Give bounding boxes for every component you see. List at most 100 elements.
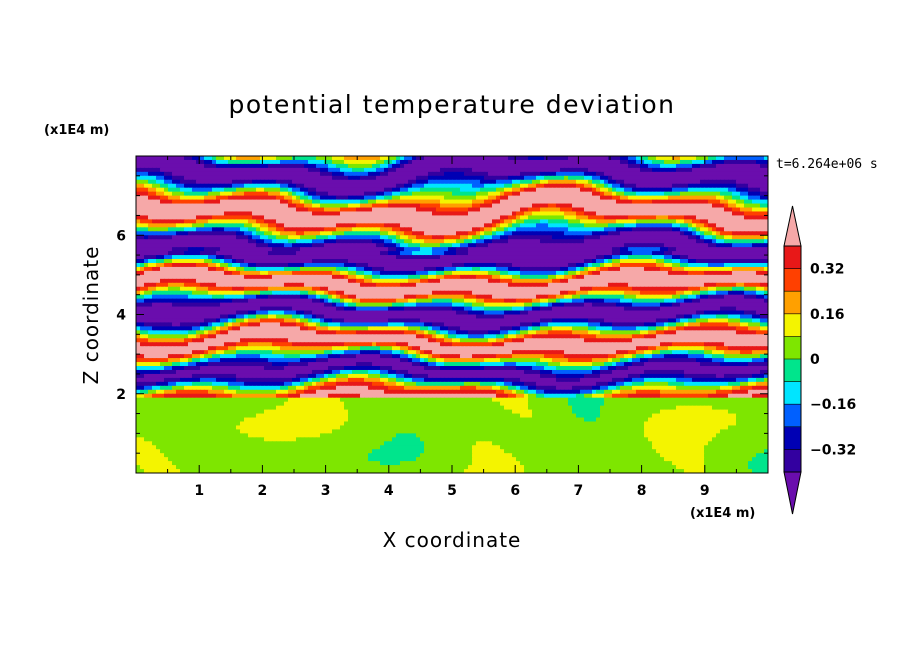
heatmap-cell	[648, 159, 653, 165]
heatmap-cell	[656, 259, 661, 264]
heatmap-cell	[596, 156, 601, 161]
heatmap-cell	[732, 199, 737, 205]
heatmap-cell	[324, 274, 329, 280]
heatmap-cell	[160, 215, 165, 220]
heatmap-cell	[620, 195, 625, 201]
heatmap-cell	[564, 255, 569, 260]
heatmap-cell	[356, 211, 361, 217]
heatmap-cell	[164, 203, 169, 209]
heatmap-cell	[428, 215, 433, 220]
heatmap-cell	[212, 231, 217, 236]
heatmap-cell	[176, 159, 181, 165]
heatmap-cell	[660, 179, 665, 185]
heatmap-cell	[384, 211, 389, 217]
heatmap-cell	[428, 159, 433, 165]
heatmap-cell	[388, 259, 393, 264]
heatmap-cell	[712, 195, 717, 201]
heatmap-cell	[492, 227, 497, 232]
heatmap-cell	[688, 159, 693, 165]
heatmap-cell	[328, 247, 333, 252]
heatmap-cell	[468, 171, 473, 177]
heatmap-cell	[536, 191, 541, 197]
heatmap-cell	[588, 199, 593, 205]
heatmap-cell	[252, 175, 257, 181]
heatmap-cell	[312, 191, 317, 197]
heatmap-cell	[140, 251, 145, 256]
heatmap-cell	[152, 231, 157, 236]
heatmap-cell	[228, 199, 233, 205]
heatmap-cell	[152, 179, 157, 185]
heatmap-cell	[656, 274, 661, 280]
heatmap-cell	[716, 156, 721, 161]
heatmap-cell	[616, 179, 621, 185]
heatmap-cell	[288, 207, 293, 213]
heatmap-cell	[740, 235, 745, 240]
heatmap-cell	[640, 191, 645, 197]
heatmap-cell	[344, 270, 349, 276]
heatmap-cell	[168, 171, 173, 177]
heatmap-cell	[736, 251, 741, 256]
heatmap-cell	[388, 211, 393, 217]
heatmap-cell	[700, 251, 705, 256]
heatmap-cell	[636, 183, 641, 189]
heatmap-cell	[344, 266, 349, 272]
heatmap-cell	[260, 215, 265, 220]
heatmap-cell	[676, 235, 681, 240]
heatmap-cell	[316, 274, 321, 280]
heatmap-cell	[556, 239, 561, 244]
heatmap-cell	[200, 227, 205, 232]
heatmap-cell	[424, 239, 429, 244]
heatmap-cell	[508, 211, 513, 217]
heatmap-cell	[676, 175, 681, 181]
heatmap-cell	[240, 167, 245, 173]
heatmap-cell	[496, 187, 501, 193]
heatmap-cell	[536, 251, 541, 256]
heatmap-cell	[604, 239, 609, 244]
heatmap-cell	[460, 159, 465, 165]
heatmap-cell	[732, 259, 737, 264]
heatmap-cell	[504, 251, 509, 256]
heatmap-cell	[248, 211, 253, 217]
heatmap-cell	[144, 171, 149, 177]
heatmap-cell	[448, 274, 453, 280]
heatmap-cell	[624, 191, 629, 197]
heatmap-cell	[308, 227, 313, 232]
heatmap-cell	[620, 259, 625, 264]
heatmap-cell	[588, 262, 593, 268]
heatmap-cell	[468, 274, 473, 280]
heatmap-cell	[460, 199, 465, 205]
heatmap-cell	[644, 195, 649, 201]
heatmap-cell	[416, 223, 421, 228]
heatmap-cell	[280, 187, 285, 193]
heatmap-cell	[176, 187, 181, 193]
heatmap-cell	[484, 183, 489, 189]
heatmap-cell	[528, 211, 533, 217]
heatmap-cell	[492, 199, 497, 205]
heatmap-cell	[756, 251, 761, 256]
heatmap-cell	[740, 179, 745, 185]
heatmap-cell	[728, 274, 733, 280]
heatmap-cell	[248, 227, 253, 232]
heatmap-cell	[268, 179, 273, 185]
heatmap-cell	[740, 231, 745, 236]
heatmap-cell	[180, 211, 185, 217]
heatmap-cell	[552, 247, 557, 252]
heatmap-cell	[380, 215, 385, 220]
heatmap-cell	[340, 175, 345, 181]
heatmap-cell	[152, 274, 157, 280]
heatmap-cell	[480, 239, 485, 244]
heatmap-cell	[480, 223, 485, 228]
heatmap-cell	[648, 231, 653, 236]
heatmap-cell	[248, 159, 253, 165]
heatmap-cell	[536, 159, 541, 165]
heatmap-cell	[516, 195, 521, 201]
heatmap-cell	[276, 203, 281, 209]
heatmap-cell	[304, 156, 309, 161]
heatmap-cell	[588, 270, 593, 276]
heatmap-cell	[148, 159, 153, 165]
heatmap-cell	[504, 207, 509, 213]
heatmap-cell	[740, 227, 745, 232]
heatmap-cell	[428, 211, 433, 217]
heatmap-cell	[684, 251, 689, 256]
heatmap-cell	[452, 167, 457, 173]
